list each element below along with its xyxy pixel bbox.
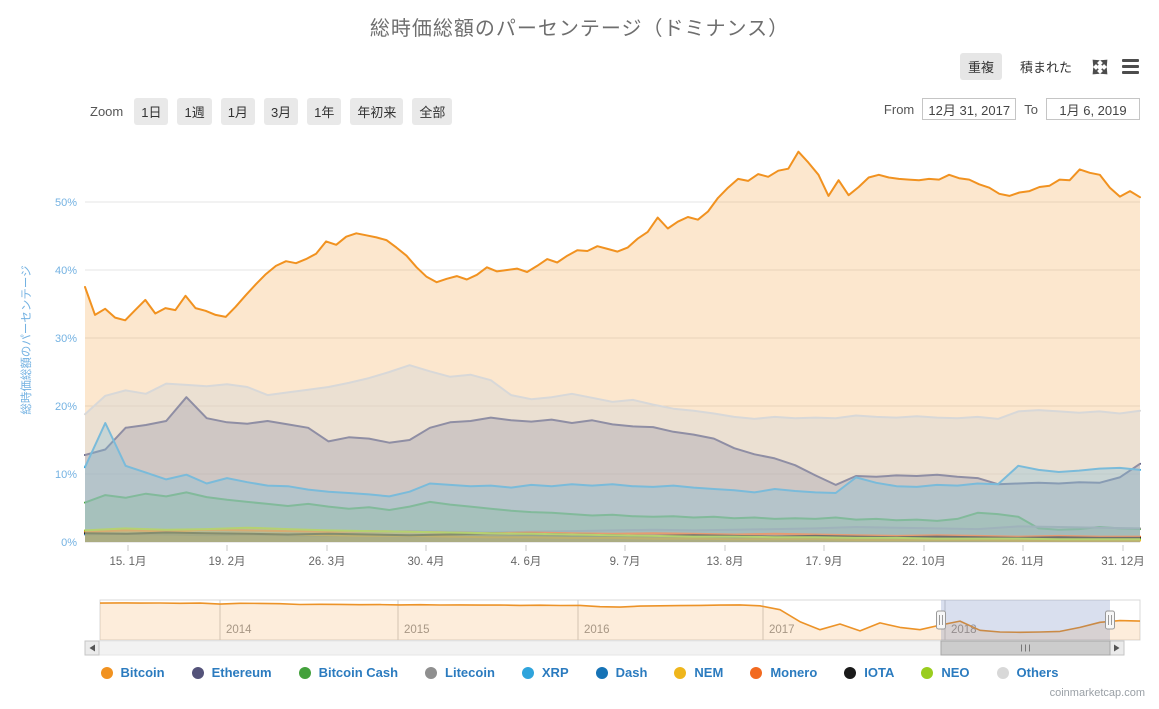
legend-marker-icon-bitcoin-cash bbox=[298, 666, 311, 679]
y-axis-title: 総時価総額のパーセンテージ bbox=[19, 265, 33, 414]
legend-item-monero[interactable]: Monero bbox=[750, 665, 817, 680]
legend-item-bitcoin-cash[interactable]: Bitcoin Cash bbox=[298, 665, 399, 680]
zoom-label: Zoom bbox=[90, 104, 124, 119]
legend-item-others[interactable]: Others bbox=[996, 665, 1059, 680]
svg-text:4. 6月: 4. 6月 bbox=[511, 556, 542, 568]
svg-text:20%: 20% bbox=[55, 401, 77, 413]
legend-item-neo[interactable]: NEO bbox=[921, 665, 970, 680]
legend-marker-icon-neo bbox=[921, 666, 934, 679]
chart-legend: Bitcoin Ethereum Bitcoin Cash Litecoin XRP Da… bbox=[0, 665, 1159, 680]
zoom-buttons: 1日 1週 1月 3月 1年 年初来 全部 bbox=[134, 98, 453, 125]
legend-label: NEM bbox=[694, 665, 724, 680]
to-date-input[interactable] bbox=[1046, 98, 1140, 120]
zoom-range-button-5[interactable]: 年初来 bbox=[350, 98, 404, 125]
legend-item-dash[interactable]: Dash bbox=[595, 665, 648, 680]
svg-text:50%: 50% bbox=[55, 197, 77, 209]
svg-text:2018: 2018 bbox=[951, 624, 977, 636]
zoom-range-button-2[interactable]: 1月 bbox=[220, 98, 255, 125]
legend-item-ethereum[interactable]: Ethereum bbox=[191, 665, 272, 680]
svg-text:26. 3月: 26. 3月 bbox=[308, 556, 345, 568]
navigator-scrollbar bbox=[84, 640, 1125, 656]
view-mode-toggle: 重複 積まれた bbox=[959, 53, 1141, 80]
legend-label: IOTA bbox=[864, 665, 895, 680]
svg-text:2016: 2016 bbox=[584, 624, 610, 636]
series-bitcoin-cash bbox=[84, 491, 1141, 542]
legend-marker-icon-nem bbox=[674, 666, 687, 679]
plot-area[interactable] bbox=[85, 140, 1140, 542]
zoom-range-button-1[interactable]: 1週 bbox=[177, 98, 212, 125]
navigator-handle-left[interactable] bbox=[936, 610, 946, 630]
series-neo bbox=[84, 526, 1141, 542]
legend-item-iota[interactable]: IOTA bbox=[844, 665, 894, 680]
legend-label: NEO bbox=[941, 665, 970, 680]
svg-text:30%: 30% bbox=[55, 333, 77, 345]
date-range-controls: From To bbox=[884, 98, 1140, 120]
zoom-range-button-6[interactable]: 全部 bbox=[412, 98, 453, 125]
svg-text:15. 1月: 15. 1月 bbox=[109, 556, 146, 568]
legend-item-nem[interactable]: NEM bbox=[674, 665, 723, 680]
svg-text:40%: 40% bbox=[55, 265, 77, 277]
legend-label: Monero bbox=[770, 665, 818, 680]
series-xrp bbox=[84, 422, 1141, 542]
legend-item-bitcoin[interactable]: Bitcoin bbox=[100, 665, 165, 680]
scrollbar-right-arrow-icon bbox=[1114, 644, 1120, 652]
series-others bbox=[84, 364, 1141, 542]
svg-text:19. 2月: 19. 2月 bbox=[208, 556, 245, 568]
legend-label: Others bbox=[1016, 665, 1059, 680]
zoom-range-button-4[interactable]: 1年 bbox=[307, 98, 342, 125]
legend-marker-icon-litecoin bbox=[425, 666, 438, 679]
watermark: coinmarketcap.com bbox=[1049, 687, 1145, 699]
svg-text:26. 11月: 26. 11月 bbox=[1002, 556, 1045, 568]
series-ethereum bbox=[84, 396, 1141, 542]
svg-text:17. 9月: 17. 9月 bbox=[805, 556, 842, 568]
series-bitcoin bbox=[84, 150, 1141, 542]
fullscreen-button[interactable] bbox=[1090, 57, 1110, 77]
svg-text:31. 12月: 31. 12月 bbox=[1101, 556, 1144, 568]
svg-text:13. 8月: 13. 8月 bbox=[706, 556, 743, 568]
page-title: 総時価総額のパーセンテージ（ドミナンス） bbox=[369, 18, 790, 40]
overlap-mode-button[interactable]: 重複 bbox=[959, 53, 1002, 80]
from-label: From bbox=[883, 101, 915, 117]
to-label: To bbox=[1024, 101, 1038, 117]
svg-text:2015: 2015 bbox=[404, 624, 430, 636]
legend-marker-icon-iota bbox=[844, 666, 857, 679]
legend-label: Bitcoin bbox=[120, 665, 165, 680]
svg-text:22. 10月: 22. 10月 bbox=[902, 556, 945, 568]
legend-label: XRP bbox=[541, 665, 569, 680]
legend-item-litecoin[interactable]: Litecoin bbox=[425, 665, 495, 680]
legend-marker-icon-others bbox=[996, 666, 1009, 679]
zoom-range-bar: Zoom 1日 1週 1月 3月 1年 年初来 全部 bbox=[90, 98, 453, 125]
legend-marker-icon-dash bbox=[595, 666, 608, 679]
fullscreen-icon bbox=[1092, 59, 1108, 74]
x-axis: 15. 1月 19. 2月 26. 3月 30. 4月 4. 6月 9. 7月 13. 8月… bbox=[109, 545, 1145, 568]
svg-text:30. 4月: 30. 4月 bbox=[407, 556, 444, 568]
svg-text:2014: 2014 bbox=[226, 624, 252, 636]
legend-marker-icon-bitcoin bbox=[100, 666, 113, 679]
svg-text:0%: 0% bbox=[61, 537, 77, 549]
legend-label: Ethereum bbox=[211, 665, 272, 680]
stacked-mode-button[interactable]: 積まれた bbox=[1012, 53, 1080, 80]
navigator-handle-right[interactable] bbox=[1105, 610, 1115, 630]
zoom-range-button-3[interactable]: 3月 bbox=[263, 98, 299, 125]
legend-marker-icon-xrp bbox=[521, 666, 534, 679]
svg-text:9. 7月: 9. 7月 bbox=[610, 556, 641, 568]
zoom-range-button-0[interactable]: 1日 bbox=[134, 98, 169, 125]
legend-marker-icon-ethereum bbox=[191, 666, 204, 679]
legend-label: Bitcoin Cash bbox=[318, 665, 399, 680]
navigator[interactable]: 2014 2015 2016 2017 2018 bbox=[99, 599, 1141, 641]
svg-text:10%: 10% bbox=[55, 469, 77, 481]
menu-icon bbox=[1122, 59, 1139, 74]
legend-marker-icon-monero bbox=[750, 666, 763, 679]
from-date-input[interactable] bbox=[922, 98, 1017, 120]
legend-label: Dash bbox=[615, 665, 648, 680]
context-menu-button[interactable] bbox=[1120, 57, 1141, 76]
navigator-selected-range[interactable] bbox=[941, 600, 1110, 640]
legend-item-xrp[interactable]: XRP bbox=[521, 665, 569, 680]
legend-label: Litecoin bbox=[445, 665, 495, 680]
svg-text:2017: 2017 bbox=[769, 624, 795, 636]
y-axis: 0% 10% 20% 30% 40% 50% bbox=[55, 197, 1140, 549]
scrollbar-left-arrow-icon bbox=[89, 644, 95, 652]
